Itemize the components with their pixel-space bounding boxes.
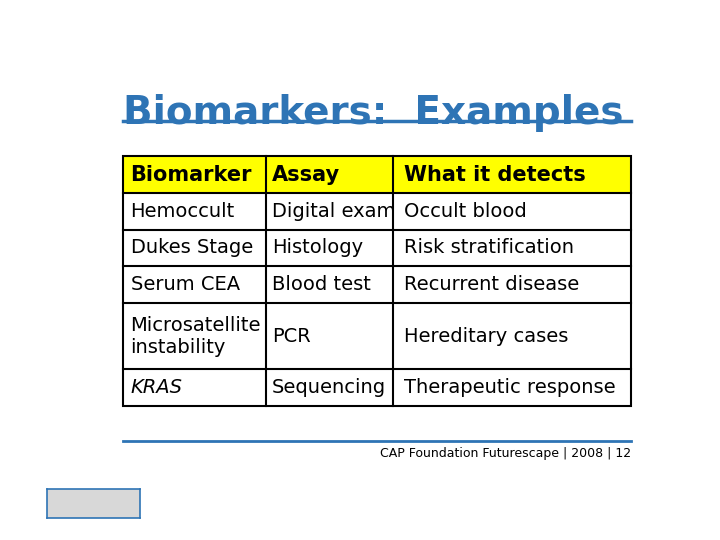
- Text: CAP Foundation Futurescape | 2008 | 12: CAP Foundation Futurescape | 2008 | 12: [380, 447, 631, 460]
- Text: Hemoccult: Hemoccult: [130, 202, 235, 221]
- Text: Blood test: Blood test: [272, 275, 371, 294]
- Text: Assay: Assay: [272, 165, 340, 185]
- Text: What it detects: What it detects: [404, 165, 585, 185]
- Text: Biomarker: Biomarker: [130, 165, 252, 185]
- Bar: [124, 156, 631, 193]
- Text: Risk stratification: Risk stratification: [404, 239, 574, 258]
- Text: Sequencing: Sequencing: [272, 378, 386, 397]
- Text: Microsatellite
instability: Microsatellite instability: [130, 315, 261, 356]
- Text: PCR: PCR: [272, 327, 311, 346]
- Text: Recurrent disease: Recurrent disease: [404, 275, 579, 294]
- Text: Occult blood: Occult blood: [404, 202, 526, 221]
- Text: Histology: Histology: [272, 239, 363, 258]
- Text: KRAS: KRAS: [130, 378, 183, 397]
- Text: Serum CEA: Serum CEA: [130, 275, 240, 294]
- Bar: [124, 156, 631, 406]
- Text: Biomarkers:  Examples: Biomarkers: Examples: [124, 94, 624, 132]
- Text: Dukes Stage: Dukes Stage: [130, 239, 253, 258]
- Text: Digital exam: Digital exam: [272, 202, 395, 221]
- Text: Hereditary cases: Hereditary cases: [404, 327, 568, 346]
- Text: Therapeutic response: Therapeutic response: [404, 378, 616, 397]
